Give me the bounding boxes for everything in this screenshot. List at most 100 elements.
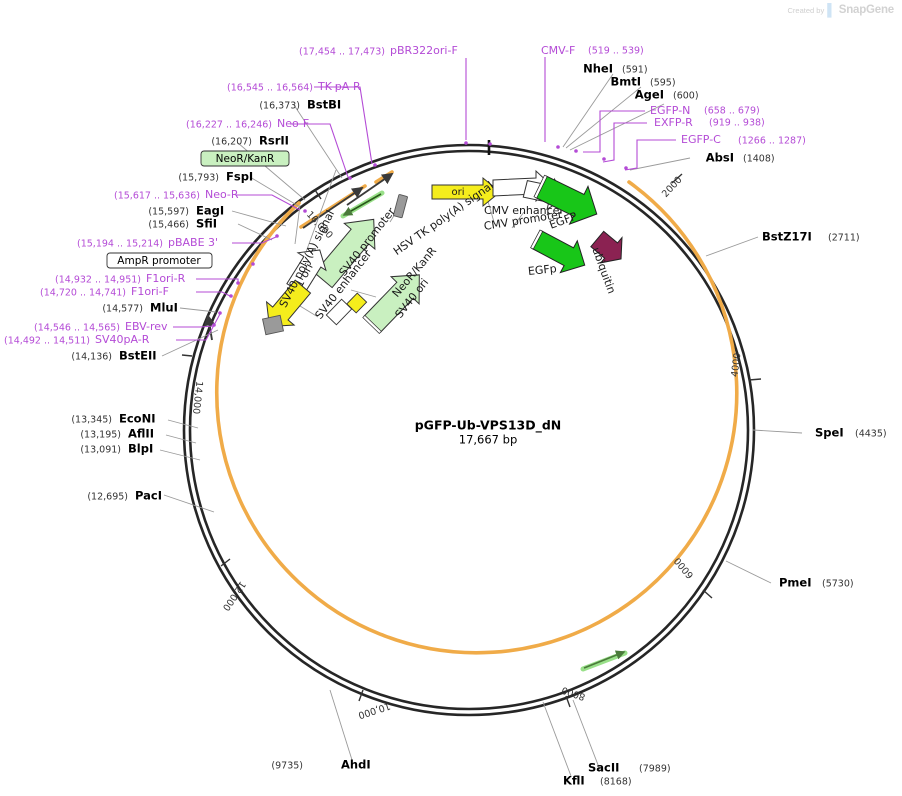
primer-range: (1266 .. 1287): [738, 136, 806, 147]
enzyme-name: BstZ17I: [762, 230, 812, 244]
primer-label-neo-r: Neo-R (15,617 .. 15,636): [114, 188, 239, 202]
boxed-label-ampr-promoter: AmpR promoter: [106, 252, 213, 269]
enzyme-position: (591): [622, 65, 648, 76]
enzyme-label-rsrii: RsrII (16,207): [211, 134, 289, 148]
primer-label-ebv-rev: EBV-rev (14,546 .. 14,565): [34, 320, 168, 334]
enzyme-name: MluI: [150, 301, 178, 315]
orange-feature-arcs: [214, 170, 739, 655]
primer-range: (17,454 .. 17,473): [299, 47, 385, 58]
enzyme-name: BstEII: [119, 349, 157, 363]
primer-range: (16,545 .. 16,564): [227, 83, 313, 94]
enzyme-position: (2711): [828, 233, 860, 244]
enzyme-position: (12,695): [87, 492, 128, 503]
primer-range: (519 .. 539): [588, 46, 644, 57]
feature-sv40-polya: [265, 279, 312, 328]
primer-name: EXFP-R: [654, 116, 693, 129]
axis-tick-label: 14,000: [190, 380, 204, 414]
enzyme-label-pmei: PmeI (5730): [779, 576, 854, 590]
primer-name: SV40pA-R: [95, 333, 150, 346]
primer-label-sv40pa-r: SV40pA-R (14,492 .. 14,511): [4, 333, 150, 347]
enzyme-label-spei: SpeI (4435): [815, 426, 887, 440]
enzyme-name: EcoNI: [119, 412, 155, 426]
primer-name: F1ori-F: [131, 285, 169, 298]
watermark-brand: SnapGene: [838, 4, 894, 16]
enzyme-name: AhdI: [341, 758, 371, 772]
boxed-label-neor-kanr: NeoR/KanR: [200, 150, 290, 167]
enzyme-label-eagi: EagI (15,597): [148, 204, 224, 218]
enzyme-label-bstbi: BstBI (16,373): [259, 98, 341, 112]
plasmid-size: 17,667 bp: [459, 433, 518, 447]
primer-label-cmv-f: CMV-F (519 .. 539): [541, 44, 644, 57]
enzyme-position: (5730): [822, 579, 854, 590]
enzyme-position: (15,793): [178, 173, 219, 184]
enzyme-label-bsteii: BstEII (14,136): [71, 349, 156, 363]
enzyme-position: (1408): [743, 154, 775, 165]
primer-name: pBR322ori-F: [390, 44, 458, 57]
feature-label-egfp-2: EGFp: [527, 262, 557, 278]
feature-egfp-1: [533, 174, 598, 226]
enzyme-label-aflii: AflII (13,195): [80, 427, 154, 441]
enzyme-label-paci: PacI (12,695): [87, 489, 162, 503]
enzyme-label-mlui: MluI (14,577): [102, 301, 178, 315]
feature-sv40-polya-tail: [261, 314, 285, 336]
primer-range: (14,720 .. 14,741): [40, 288, 126, 299]
enzyme-label-fspi: FspI (15,793): [178, 170, 253, 184]
axis-tick-label: 10,000: [357, 700, 392, 721]
primer-name: F1ori-R: [146, 272, 186, 285]
enzyme-name: NheI: [583, 62, 613, 76]
primer-range: (15,194 .. 15,214): [77, 239, 163, 250]
enzyme-position: (8168): [600, 777, 632, 788]
enzyme-name: SpeI: [815, 426, 844, 440]
feature-hsv-tk-polya: [393, 194, 408, 219]
feature-sv40-enhancer: [325, 298, 353, 326]
primer-range: (14,492 .. 14,511): [4, 336, 90, 347]
primer-label-f1ori-r: F1ori-R (14,932 .. 14,951): [55, 272, 186, 286]
enzyme-label-sfii: SfiI (15,466): [148, 217, 217, 231]
primer-name: EBV-rev: [125, 320, 168, 333]
enzyme-label-bmti: BmtI (595): [610, 75, 675, 89]
leader-lines: [159, 73, 803, 777]
enzyme-position: (600): [673, 91, 699, 102]
enzyme-label-blpi: BlpI (13,091): [80, 442, 153, 456]
feature-ori: ori: [431, 176, 501, 208]
feature-arrow-green-small: [580, 650, 628, 672]
enzyme-position: (13,091): [80, 445, 121, 456]
primer-range: (658 .. 679): [704, 106, 760, 117]
boxed-label-text: NeoR/KanR: [216, 153, 275, 165]
axis-tick-label: 2000: [660, 175, 685, 200]
enzyme-position: (15,466): [148, 220, 189, 231]
primer-name: EGFP-N: [650, 104, 690, 117]
enzyme-position: (595): [650, 78, 676, 89]
primer-site-markers: [212, 141, 628, 327]
enzyme-name: BstBI: [307, 98, 341, 112]
enzyme-label-sacii: SacII (7989): [588, 761, 671, 775]
feature-sv40-promoter: [313, 218, 376, 289]
primer-name: Neo-F: [277, 117, 309, 130]
feature-label-cmv-enhancer: CMV enhancer: [484, 204, 564, 217]
enzyme-label-absi: AbsI (1408): [706, 151, 775, 165]
enzyme-name: AbsI: [706, 151, 734, 165]
feature-label-ori: ori: [451, 187, 464, 198]
primer-label-f1ori-f: F1ori-F (14,720 .. 14,741): [40, 285, 169, 299]
primer-label-neo-f: Neo-F (16,227 .. 16,246): [186, 117, 309, 131]
enzyme-name: AflII: [128, 427, 154, 441]
feature-ubiquitin: [590, 230, 623, 264]
primer-name: pBABE 3': [168, 236, 218, 249]
enzyme-name: BmtI: [610, 75, 641, 89]
primer-range: (14,932 .. 14,951): [55, 275, 141, 286]
enzyme-position: (7989): [639, 764, 671, 775]
primer-label-exfp-r: EXFP-R (919 .. 938): [654, 116, 765, 129]
enzyme-name: RsrII: [259, 134, 289, 148]
enzyme-position: (14,136): [71, 352, 112, 363]
primer-label-tk-pa-r: TK-pA-R (16,545 .. 16,564): [227, 80, 361, 94]
enzyme-position: (13,345): [71, 415, 112, 426]
enzyme-name: AgeI: [635, 88, 664, 102]
enzyme-name: PacI: [135, 489, 162, 503]
enzyme-label-bstz17i: BstZ17I (2711): [762, 230, 860, 244]
axis-tick-group: 2000 4000 6000 8000 10,000 12,000 14,000…: [181, 173, 762, 721]
enzyme-position: (9735): [271, 761, 303, 772]
feature-arrow-green-small-2: [340, 190, 385, 219]
enzyme-name: PmeI: [779, 576, 812, 590]
enzyme-label-agei: AgeI (600): [635, 88, 699, 102]
